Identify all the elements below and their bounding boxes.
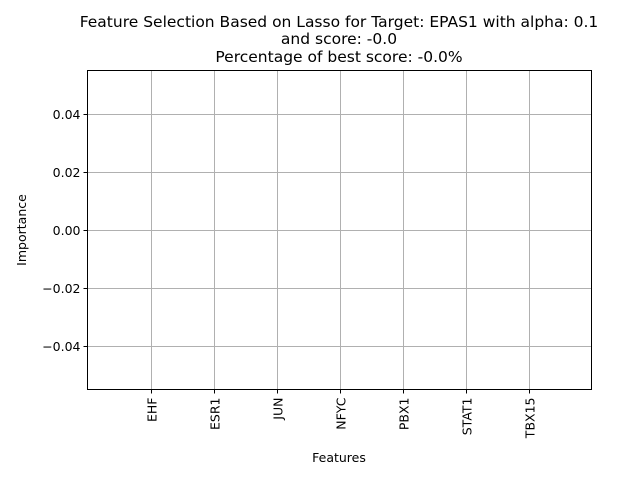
y-tick-label: −0.02 [42,281,80,296]
y-tick-label: 0.02 [53,165,81,180]
chart-title-line-3: Percentage of best score: -0.0% [215,48,462,66]
x-tick-label: TBX15 [523,398,538,440]
y-axis-ticks: −0.04 −0.02 0.00 0.02 0.04 [42,107,88,354]
y-axis-label: Importance [14,194,29,266]
x-tick-label: ESR1 [208,398,223,430]
x-axis-label: Features [312,450,366,465]
x-tick-label: STAT1 [460,398,475,436]
x-tick-label: EHF [145,398,160,423]
y-tick-label: 0.04 [53,107,81,122]
chart-title-line-1: Feature Selection Based on Lasso for Tar… [80,13,599,31]
x-tick-label: PBX1 [397,398,412,431]
grid [87,70,592,390]
y-tick-label: 0.00 [53,223,81,238]
y-tick-label: −0.04 [42,339,80,354]
chart-title-line-2: and score: -0.0 [281,30,397,48]
x-tick-label: NFYC [334,397,349,429]
x-tick-label: JUN [271,398,286,421]
chart-title: Feature Selection Based on Lasso for Tar… [80,13,599,66]
x-axis-ticks: EHF ESR1 JUN NFYC PBX1 STAT1 TBX15 [145,389,538,440]
